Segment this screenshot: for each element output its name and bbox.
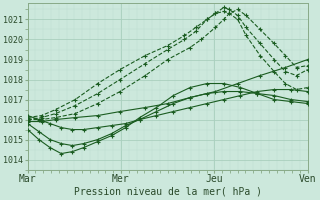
X-axis label: Pression niveau de la mer( hPa ): Pression niveau de la mer( hPa ): [74, 187, 262, 197]
